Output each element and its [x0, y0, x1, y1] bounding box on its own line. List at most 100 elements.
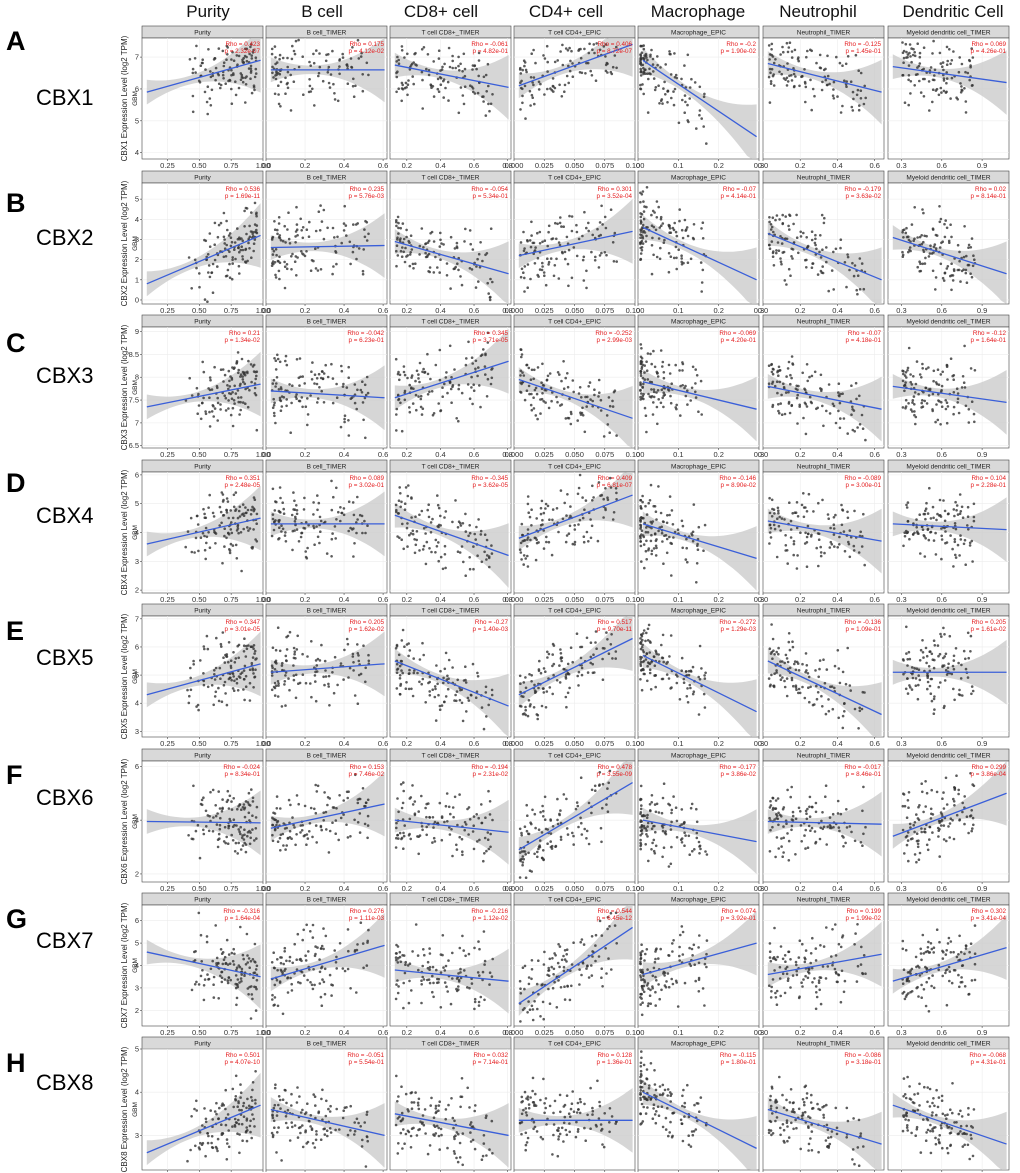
data-point — [426, 508, 430, 512]
data-point — [649, 483, 653, 487]
data-point — [438, 271, 442, 274]
data-point — [427, 69, 431, 72]
data-point — [196, 514, 199, 518]
data-point — [841, 104, 844, 108]
data-point — [400, 255, 404, 258]
data-point — [321, 79, 325, 83]
data-point — [817, 538, 821, 541]
x-tick-label: 0.3 — [896, 306, 906, 315]
data-point — [661, 396, 664, 400]
data-point — [801, 74, 804, 78]
x-tick-label: 0.0 — [758, 450, 768, 459]
data-point — [301, 375, 305, 378]
data-point — [822, 658, 825, 661]
data-point — [397, 499, 401, 503]
data-point — [245, 644, 248, 648]
data-point — [659, 217, 663, 221]
x-tick-label: 0.6 — [469, 739, 479, 748]
data-point — [204, 410, 207, 413]
data-point — [485, 715, 488, 718]
data-point — [519, 241, 523, 244]
data-point — [443, 382, 446, 386]
y-tick-label: 0 — [135, 295, 139, 304]
data-point — [216, 396, 219, 400]
data-point — [858, 709, 862, 713]
data-point — [523, 247, 526, 250]
data-point — [520, 382, 523, 386]
data-point — [467, 534, 470, 538]
x-tick-label: 0.025 — [535, 595, 554, 604]
data-point — [837, 716, 840, 720]
data-point — [639, 87, 643, 91]
data-point — [685, 537, 688, 541]
data-point — [531, 96, 534, 99]
data-point — [247, 237, 251, 240]
data-point — [530, 508, 533, 512]
data-point — [543, 57, 547, 60]
data-point — [526, 554, 529, 558]
data-point — [915, 360, 919, 363]
data-point — [529, 538, 532, 542]
data-point — [656, 422, 659, 426]
data-point — [942, 279, 946, 282]
data-point — [431, 688, 435, 691]
data-point — [600, 251, 603, 255]
data-point — [960, 505, 964, 509]
data-point — [641, 667, 645, 671]
data-point — [645, 360, 648, 364]
data-point — [919, 269, 923, 273]
data-point — [293, 529, 296, 532]
data-point — [299, 535, 303, 539]
data-point — [778, 380, 782, 384]
data-point — [244, 674, 248, 678]
fit-line — [394, 64, 509, 88]
data-point — [439, 669, 442, 673]
data-point — [274, 273, 277, 277]
data-point — [601, 678, 605, 681]
data-point — [683, 64, 686, 67]
data-point — [288, 630, 292, 634]
data-point — [281, 501, 285, 505]
data-point — [695, 562, 699, 565]
data-point — [902, 228, 906, 231]
data-point — [270, 264, 274, 268]
data-point — [214, 666, 218, 670]
data-point — [305, 250, 308, 253]
data-point — [525, 363, 529, 367]
data-point — [664, 93, 667, 96]
data-point — [853, 509, 856, 513]
data-point — [223, 527, 226, 530]
confidence-band — [394, 52, 509, 120]
data-point — [223, 680, 227, 684]
data-point — [946, 265, 950, 268]
data-point — [778, 411, 781, 415]
data-point — [851, 109, 855, 112]
data-point — [304, 555, 308, 559]
p-value-label: p = 9.70e-11 — [597, 626, 633, 633]
data-point — [279, 105, 282, 108]
data-point — [408, 383, 412, 387]
data-point — [294, 235, 297, 238]
data-point — [901, 41, 904, 44]
data-point — [229, 542, 233, 546]
data-point — [471, 362, 475, 365]
data-point — [858, 288, 862, 291]
data-point — [943, 509, 947, 513]
data-point — [251, 232, 254, 235]
x-tick-label: 0.100 — [626, 450, 645, 459]
data-point — [278, 277, 281, 281]
data-point — [690, 77, 693, 81]
data-point — [685, 546, 688, 550]
data-point — [783, 412, 787, 416]
data-point — [349, 526, 352, 530]
data-point — [916, 697, 920, 701]
data-point — [579, 47, 582, 51]
data-point — [491, 367, 494, 370]
data-point — [482, 100, 485, 103]
data-point — [345, 386, 349, 389]
panel-strip-label: Neutrophil_TIMER — [797, 464, 851, 471]
y-axis-label: CBX2 Expression Level (log2 TPM) — [120, 180, 129, 306]
data-point — [575, 230, 579, 234]
